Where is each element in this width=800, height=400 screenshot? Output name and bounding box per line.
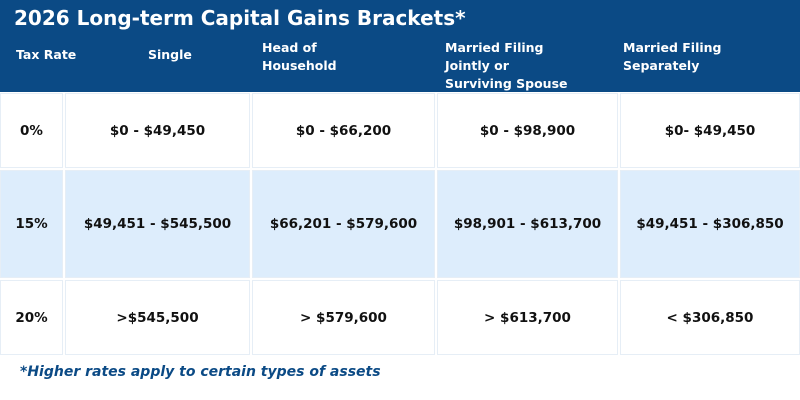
bracket-cell: $98,901 - $613,700 xyxy=(437,170,618,278)
rate-cell: 0% xyxy=(0,93,63,168)
column-header: Tax Rate xyxy=(16,46,76,64)
column-header: Married Filing Jointly or Surviving Spouse xyxy=(445,39,568,93)
header-line: Head of xyxy=(262,40,317,55)
header-line: Tax Rate xyxy=(16,47,77,62)
header-line: Single xyxy=(148,47,192,62)
bracket-cell: < $306,850 xyxy=(620,280,800,355)
header-line: Surviving Spouse xyxy=(445,76,568,91)
bracket-cell: $66,201 - $579,600 xyxy=(252,170,435,278)
header-line: Married Filing xyxy=(445,40,544,55)
bracket-cell: > $613,700 xyxy=(437,280,618,355)
bracket-cell: $0 - $98,900 xyxy=(437,93,618,168)
title: 2026 Long-term Capital Gains Brackets* xyxy=(0,0,800,36)
column-header: Married Filing Separately xyxy=(623,39,722,75)
bracket-cell: >$545,500 xyxy=(65,280,250,355)
header-line: Married Filing xyxy=(623,40,722,55)
bracket-cell: > $579,600 xyxy=(252,280,435,355)
rate-cell: 15% xyxy=(0,170,63,278)
bracket-cell: $0- $49,450 xyxy=(620,93,800,168)
header-line: Jointly or xyxy=(445,58,509,73)
header-line: Separately xyxy=(623,58,700,73)
bracket-cell: $0 - $49,450 xyxy=(65,93,250,168)
header-line: Household xyxy=(262,58,337,73)
column-header: Single xyxy=(148,46,192,64)
rate-cell: 20% xyxy=(0,280,63,355)
bracket-cell: $49,451 - $545,500 xyxy=(65,170,250,278)
bracket-cell: $49,451 - $306,850 xyxy=(620,170,800,278)
column-header: Head of Household xyxy=(262,39,337,75)
bracket-cell: $0 - $66,200 xyxy=(252,93,435,168)
header-row: Tax Rate Single Head of Household Married Fi… xyxy=(0,36,800,92)
footnote: *Higher rates apply to certain types of … xyxy=(20,364,381,380)
